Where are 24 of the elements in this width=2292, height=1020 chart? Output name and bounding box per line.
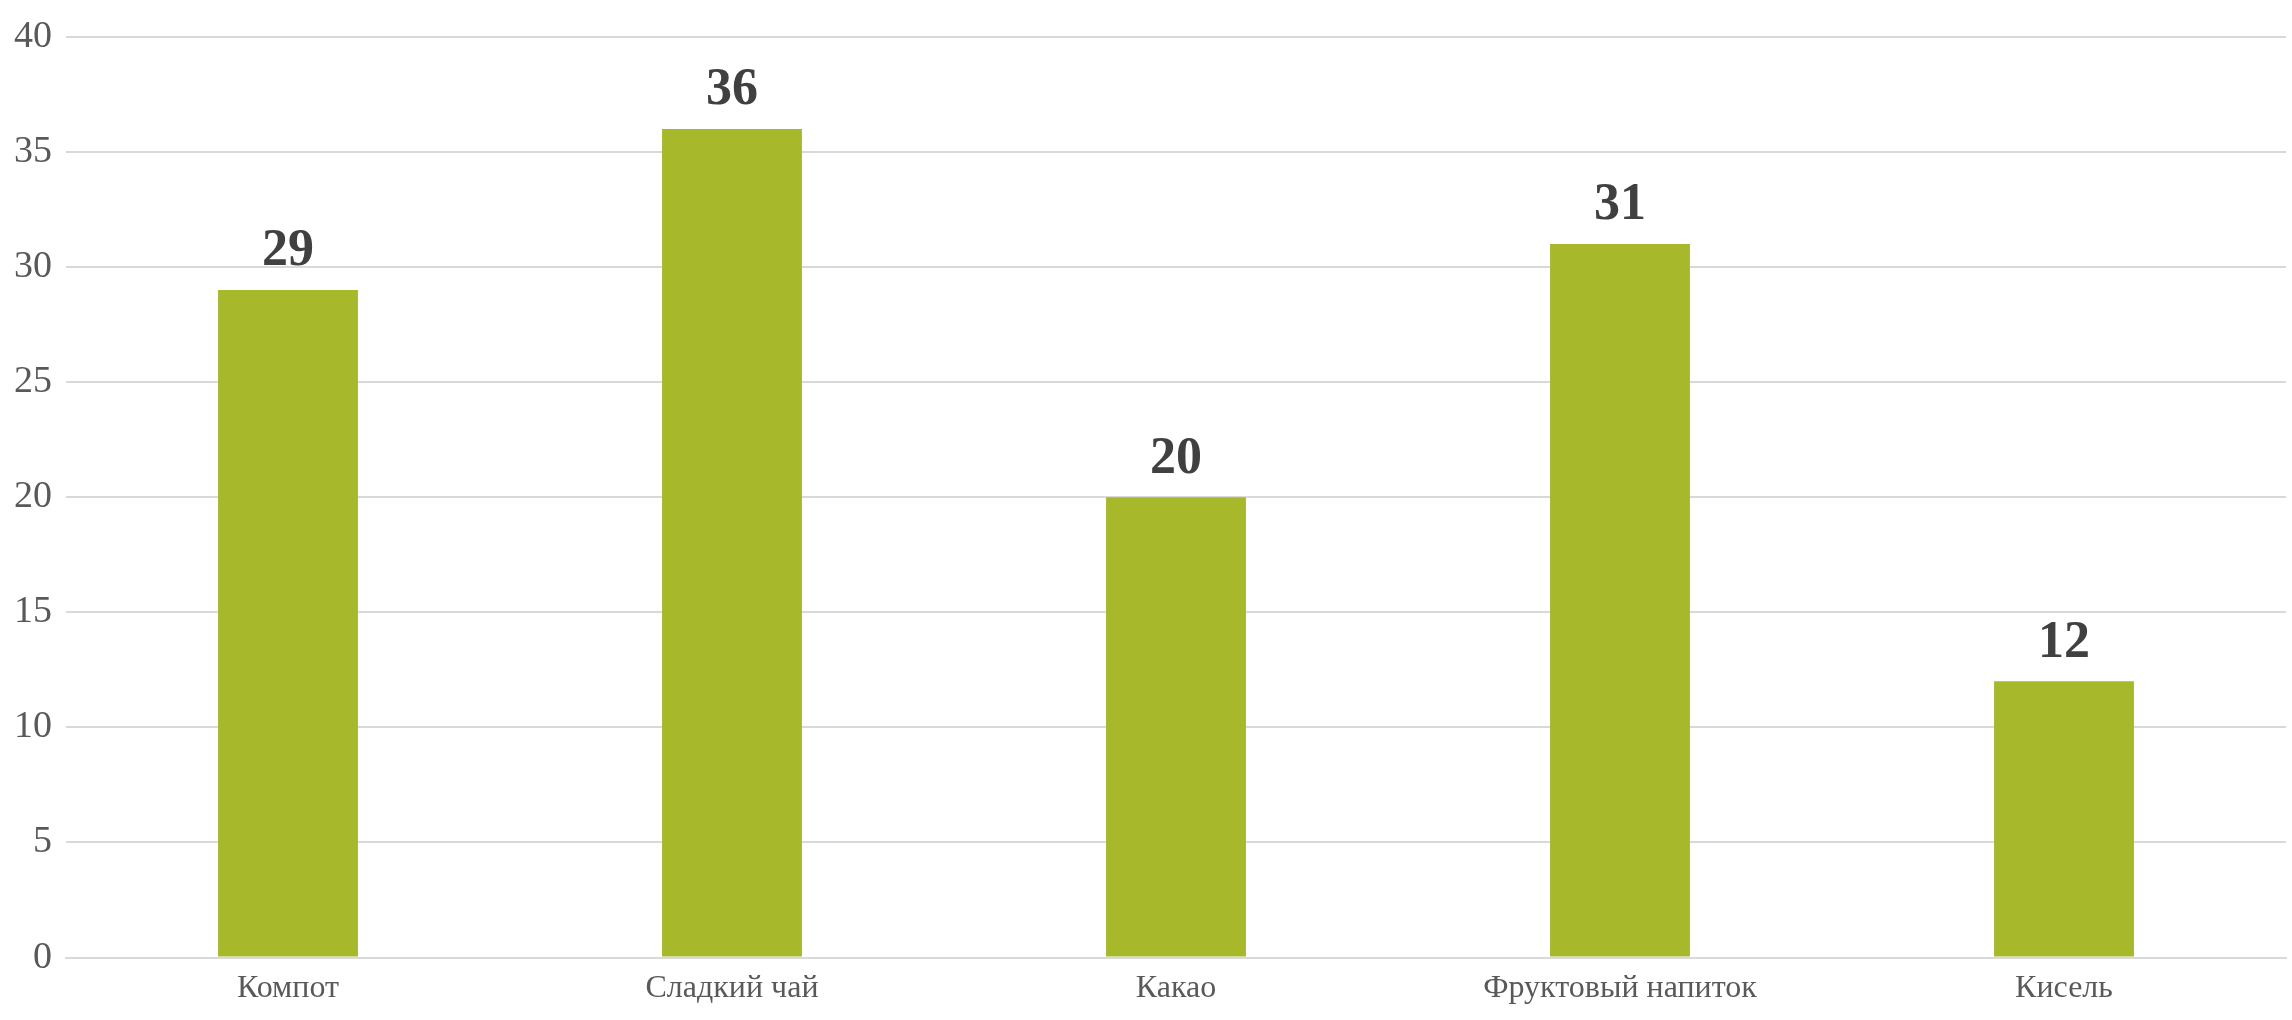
y-tick-label: 10 <box>14 703 52 746</box>
x-tick-label: Фруктовый напиток <box>1483 968 1758 1005</box>
bar <box>1106 497 1246 957</box>
x-tick-label: Кисель <box>2015 968 2113 1005</box>
x-tick-label: Компот <box>236 968 340 1005</box>
y-tick-label: 15 <box>14 588 52 631</box>
y-tick-label: 0 <box>33 933 52 976</box>
y-tick-label: 40 <box>14 12 52 55</box>
data-label: 36 <box>706 58 758 116</box>
data-label: 12 <box>2038 610 2090 668</box>
bar <box>1550 243 1690 957</box>
data-label: 31 <box>1594 173 1646 231</box>
y-tick-label: 30 <box>14 242 52 285</box>
data-label: 29 <box>262 219 314 277</box>
bar <box>1994 681 2134 957</box>
bar <box>218 290 358 957</box>
data-label: 20 <box>1150 426 1202 484</box>
y-tick-label: 35 <box>14 127 52 170</box>
y-tick-label: 5 <box>33 818 52 861</box>
x-tick-label: Сладкий чай <box>645 968 819 1005</box>
y-tick-label: 20 <box>14 473 52 516</box>
bar <box>662 128 802 957</box>
x-tick-label: Какао <box>1135 968 1217 1005</box>
y-tick-label: 25 <box>14 358 52 401</box>
